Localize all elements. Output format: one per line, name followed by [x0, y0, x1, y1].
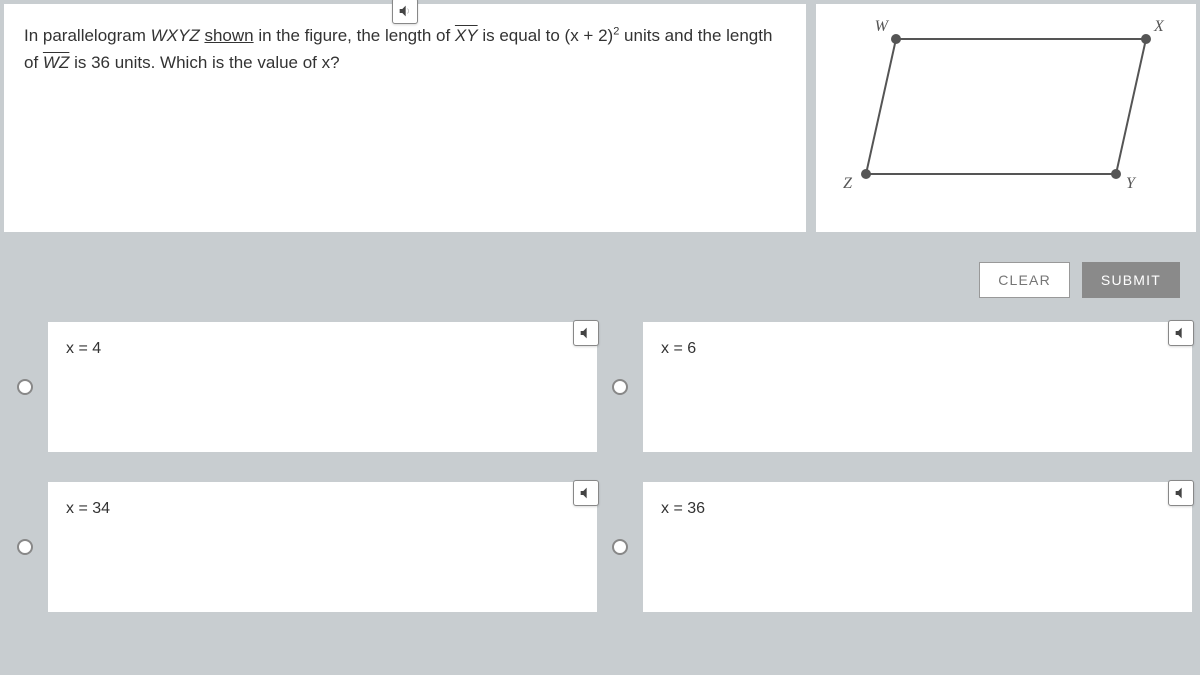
- option-label: x = 36: [661, 500, 705, 517]
- action-buttons: CLEAR SUBMIT: [4, 262, 1196, 298]
- option-label: x = 4: [66, 340, 101, 357]
- svg-text:Y: Y: [1126, 175, 1137, 192]
- option-b[interactable]: x = 6: [643, 322, 1192, 452]
- clear-button[interactable]: CLEAR: [979, 262, 1070, 298]
- speaker-icon[interactable]: [1168, 320, 1194, 346]
- submit-button[interactable]: SUBMIT: [1082, 262, 1180, 298]
- radio-option-b[interactable]: [603, 322, 637, 452]
- svg-text:W: W: [875, 18, 890, 35]
- radio-option-a[interactable]: [8, 322, 42, 452]
- speaker-icon[interactable]: [573, 480, 599, 506]
- option-label: x = 34: [66, 500, 110, 517]
- radio-option-c[interactable]: [8, 482, 42, 612]
- question-panel: In parallelogram WXYZ shown in the figur…: [4, 4, 806, 232]
- speaker-icon[interactable]: [392, 0, 418, 24]
- svg-text:X: X: [1153, 18, 1165, 35]
- radio-option-d[interactable]: [603, 482, 637, 612]
- option-c[interactable]: x = 34: [48, 482, 597, 612]
- figure-panel: W X Y Z: [816, 4, 1196, 232]
- option-label: x = 6: [661, 340, 696, 357]
- option-d[interactable]: x = 36: [643, 482, 1192, 612]
- speaker-icon[interactable]: [573, 320, 599, 346]
- question-text: In parallelogram WXYZ shown in the figur…: [24, 22, 786, 76]
- svg-text:Z: Z: [843, 175, 853, 192]
- answer-options: x = 4 x = 6 x = 34 x = 36: [4, 322, 1196, 612]
- parallelogram-figure: W X Y Z: [816, 4, 1196, 232]
- option-a[interactable]: x = 4: [48, 322, 597, 452]
- speaker-icon[interactable]: [1168, 480, 1194, 506]
